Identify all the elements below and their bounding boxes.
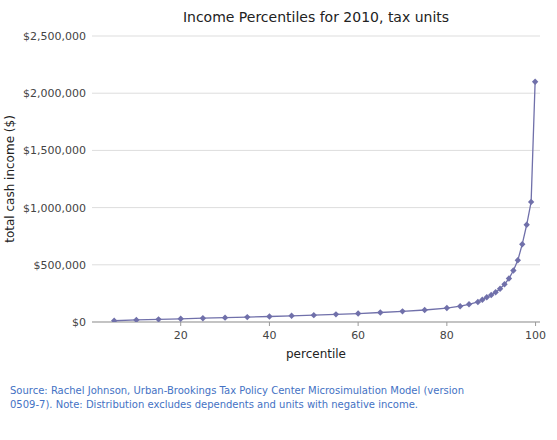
data-point: [133, 317, 139, 322]
data-point: [333, 311, 339, 317]
y-tick-label: $2,500,000: [23, 30, 86, 43]
x-tick-label: 20: [174, 329, 188, 342]
data-point: [532, 79, 538, 85]
data-point: [266, 313, 272, 319]
data-point: [515, 257, 521, 263]
data-point: [497, 286, 503, 292]
source-note: Source: Rachel Johnson, Urban-Brookings …: [10, 385, 464, 410]
data-point: [421, 307, 427, 313]
y-axis-label: total cash income ($): [3, 115, 17, 243]
x-tick: [535, 322, 536, 326]
y-tick-label: $0: [72, 316, 86, 329]
y-tick-label: $2,000,000: [23, 87, 86, 100]
grid-line: [92, 264, 540, 265]
x-axis-label: percentile: [286, 347, 346, 361]
data-point: [466, 301, 472, 307]
grid-line: [92, 150, 540, 151]
data-point: [501, 281, 507, 287]
title: Income Percentiles for 2010, tax units: [183, 9, 449, 25]
x-tick-label: 40: [262, 329, 276, 342]
x-tick: [446, 322, 447, 326]
y-tick-label: $1,000,000: [23, 202, 86, 215]
data-point: [377, 309, 383, 315]
data-point: [311, 312, 317, 318]
data-point: [519, 241, 525, 247]
data-point: [528, 199, 534, 205]
data-point: [399, 308, 405, 314]
data-point: [155, 316, 161, 322]
data-point: [510, 267, 516, 273]
x-tick-label: 60: [351, 329, 365, 342]
data-point: [288, 313, 294, 319]
x-tick: [180, 322, 181, 326]
grid-line: [92, 93, 540, 94]
data-point: [178, 316, 184, 322]
x-tick-label: 100: [525, 329, 546, 342]
data-point: [492, 289, 498, 295]
y-grid: [92, 36, 540, 322]
grid-line: [92, 36, 540, 37]
x-tick: [358, 322, 359, 326]
data-point: [111, 318, 117, 322]
data-point: [355, 310, 361, 316]
y-tick-label: $1,500,000: [23, 144, 86, 157]
data-point: [444, 305, 450, 311]
income-line: [114, 82, 535, 321]
data-point: [523, 222, 529, 228]
data-point: [506, 275, 512, 281]
grid-line: [92, 207, 540, 208]
x-tick-label: 80: [440, 329, 454, 342]
data-point: [244, 314, 250, 320]
data-point: [200, 315, 206, 321]
plot-marks: [111, 79, 538, 322]
x-tick: [269, 322, 270, 326]
data-point: [222, 314, 228, 320]
data-point: [457, 303, 463, 309]
y-tick-label: $500,000: [34, 259, 87, 272]
chart: $0 $500,000 $1,000,000 $1,500,000 $2,000,000…: [0, 0, 557, 440]
